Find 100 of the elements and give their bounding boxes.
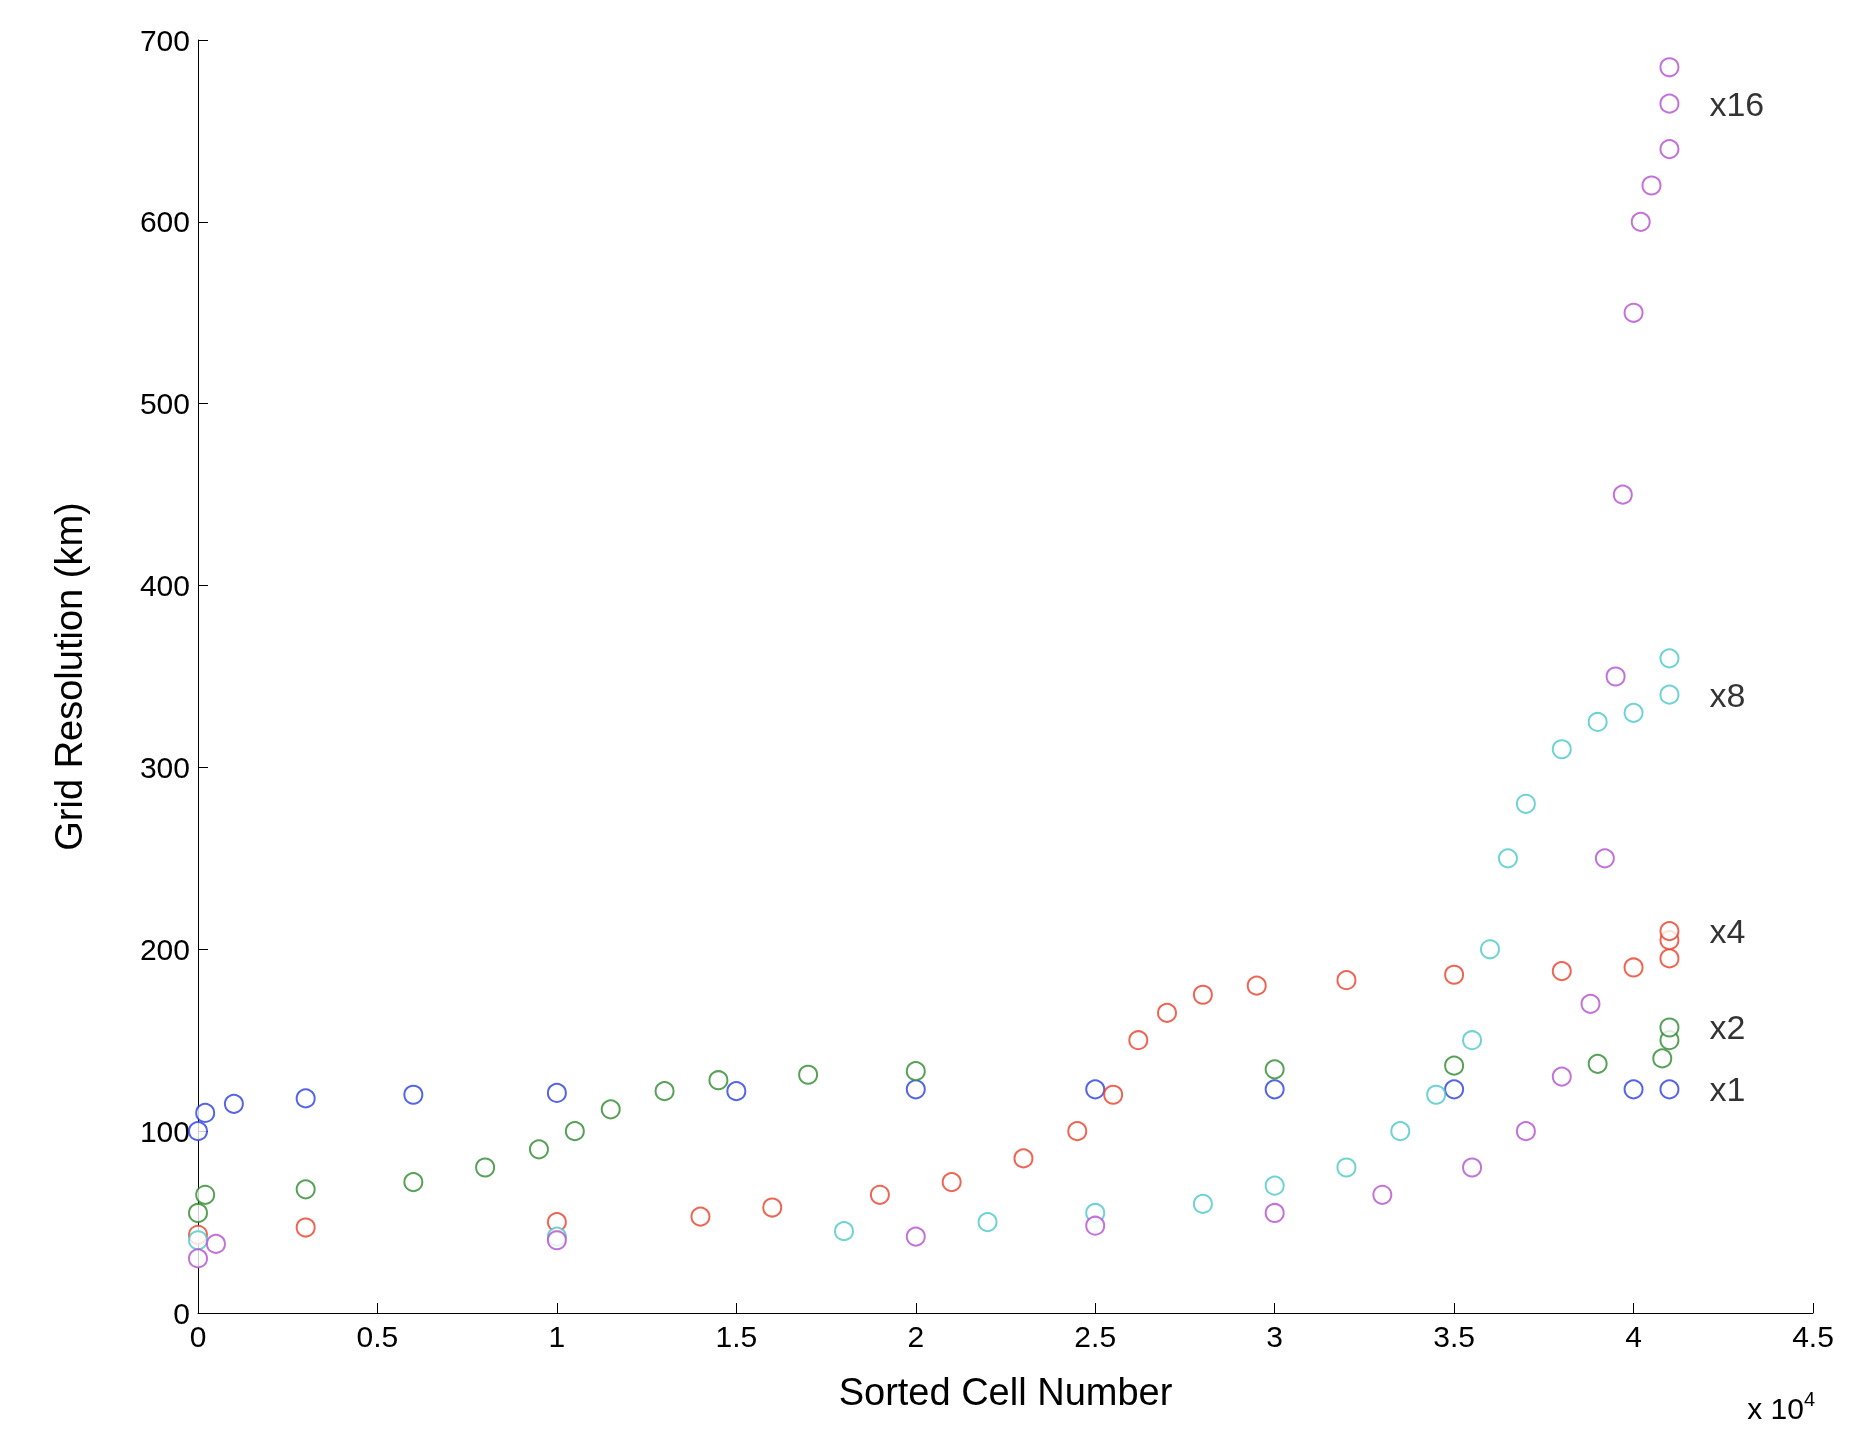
y-tick-label: 400	[139, 569, 190, 603]
point	[1623, 1079, 1644, 1100]
point	[1128, 1030, 1149, 1051]
point	[1085, 1215, 1106, 1236]
point	[1630, 211, 1651, 232]
point	[1336, 970, 1357, 991]
point	[1605, 666, 1626, 687]
point	[1264, 1175, 1285, 1196]
x-tick-label: 4.5	[1792, 1319, 1834, 1353]
point	[1515, 793, 1536, 814]
point	[1659, 139, 1680, 160]
point	[1085, 1079, 1106, 1100]
point	[1192, 1193, 1213, 1214]
point	[295, 1179, 316, 1200]
point	[1551, 961, 1572, 982]
point	[188, 1248, 208, 1269]
point	[403, 1084, 424, 1105]
point	[528, 1139, 549, 1160]
point	[654, 1081, 675, 1102]
point	[1551, 739, 1572, 760]
point	[1067, 1121, 1088, 1142]
point	[1462, 1157, 1483, 1178]
x-tick-label: 3	[1266, 1319, 1284, 1353]
point	[798, 1064, 819, 1085]
point	[1444, 1055, 1465, 1076]
point	[188, 1121, 208, 1142]
point	[1497, 848, 1518, 869]
x-tick-label: 1	[548, 1319, 566, 1353]
point	[188, 1230, 208, 1251]
point	[869, 1184, 890, 1205]
point	[1390, 1121, 1411, 1142]
point	[1580, 993, 1601, 1014]
y-axis-title: Grid Resolution (km)	[48, 502, 90, 851]
point	[295, 1217, 316, 1238]
point	[195, 1102, 216, 1123]
point	[1246, 975, 1267, 996]
point	[1659, 57, 1680, 78]
point	[1659, 1017, 1680, 1038]
point	[1444, 964, 1465, 985]
point	[690, 1206, 711, 1227]
point	[905, 1061, 926, 1082]
point	[1641, 175, 1662, 196]
point	[1444, 1079, 1465, 1100]
point	[205, 1233, 226, 1254]
point	[564, 1121, 585, 1142]
point	[1192, 984, 1213, 1005]
point	[600, 1099, 621, 1120]
point	[1623, 702, 1644, 723]
y-tick-label: 700	[139, 23, 190, 57]
series-label: x4	[1709, 912, 1746, 951]
point	[1659, 948, 1680, 969]
point	[1264, 1202, 1285, 1223]
y-tick-label: 600	[139, 205, 190, 239]
point	[1013, 1148, 1034, 1169]
point	[941, 1172, 962, 1193]
y-tick-label: 500	[139, 387, 190, 421]
point	[834, 1221, 854, 1242]
point	[1462, 1030, 1483, 1051]
point	[726, 1081, 747, 1102]
x-tick-label: 2.5	[1074, 1319, 1117, 1353]
point	[977, 1212, 998, 1233]
series-label: x16	[1709, 84, 1765, 123]
point	[1157, 1002, 1177, 1023]
point	[475, 1157, 496, 1178]
point	[1372, 1184, 1393, 1205]
point	[403, 1172, 424, 1193]
point	[1587, 1053, 1608, 1074]
point	[1103, 1084, 1124, 1105]
point	[762, 1197, 783, 1218]
point	[1659, 93, 1680, 114]
point	[1551, 1066, 1572, 1087]
point	[1594, 848, 1615, 869]
point	[195, 1184, 216, 1205]
y-tick-label: 300	[139, 750, 190, 784]
point	[1652, 1048, 1673, 1069]
point	[1587, 711, 1608, 732]
series-label: x2	[1709, 1008, 1746, 1047]
point	[1659, 648, 1680, 669]
point	[546, 1082, 567, 1103]
point	[1264, 1059, 1285, 1080]
y-tick-label: 200	[139, 932, 190, 966]
point	[1480, 939, 1500, 960]
x-axis-title: Sorted Cell Number	[838, 1371, 1173, 1413]
point	[1264, 1079, 1285, 1100]
point	[295, 1088, 316, 1109]
x-tick-label: 2	[907, 1319, 925, 1353]
point	[1612, 484, 1633, 505]
point	[905, 1226, 926, 1247]
series-label: x8	[1709, 675, 1746, 714]
point	[188, 1202, 208, 1223]
point	[1426, 1084, 1447, 1105]
x-tick-label: 1.5	[715, 1319, 758, 1353]
series-label: x1	[1709, 1070, 1746, 1109]
point	[708, 1070, 729, 1091]
point	[1515, 1121, 1536, 1142]
point	[1623, 957, 1644, 978]
point	[1659, 1079, 1680, 1100]
point	[1659, 684, 1680, 705]
point	[1623, 302, 1644, 323]
point	[1336, 1157, 1357, 1178]
